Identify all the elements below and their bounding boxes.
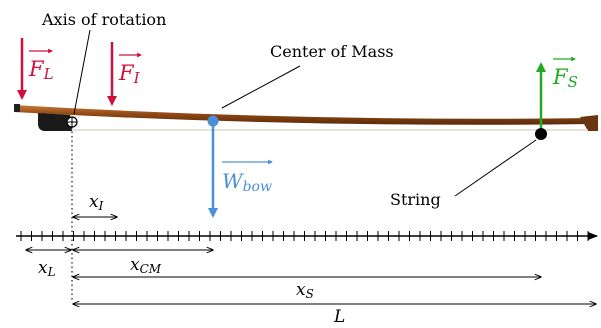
pivot-icon — [66, 116, 78, 128]
com-leader-line — [221, 65, 301, 109]
xs-main: x — [296, 280, 306, 300]
xs-sub: S — [306, 287, 314, 301]
dim-length-label: L — [333, 307, 345, 327]
svg-text:FI: FI — [118, 61, 141, 87]
xi-main: x — [89, 192, 99, 212]
axis-of-rotation-label: Axis of rotation — [41, 10, 166, 29]
xl-main: x — [38, 258, 48, 278]
xcm-main: x — [130, 255, 140, 275]
bow-button — [14, 104, 20, 112]
axis-leader-line — [73, 29, 91, 115]
fi-main: F — [118, 61, 135, 85]
wbow-sub: bow — [243, 179, 272, 195]
dim-xi-label: xI — [89, 192, 104, 213]
fl-sub: L — [43, 65, 54, 83]
force-fi-label: FI — [118, 52, 142, 87]
svg-text:FS: FS — [552, 65, 578, 91]
center-of-mass-point — [207, 115, 219, 127]
force-wbow-label: Wbow — [222, 159, 273, 195]
string-contact-point — [535, 128, 547, 140]
bow-frog — [38, 113, 72, 131]
force-fs-label: FS — [552, 56, 578, 91]
svg-text:Wbow: Wbow — [222, 169, 272, 195]
fi-sub: I — [133, 69, 141, 87]
dim-xcm-label: xCM — [130, 255, 162, 276]
bow — [14, 104, 598, 131]
fl-main: F — [28, 57, 45, 81]
bow-tip — [580, 115, 598, 131]
center-of-mass-label: Center of Mass — [270, 42, 394, 61]
wbow-main: W — [222, 169, 244, 193]
string-leader-line — [454, 139, 537, 197]
xcm-sub: CM — [140, 262, 162, 276]
bow-stick — [14, 105, 593, 125]
ruler-ticks — [20, 231, 589, 241]
dim-xl-label: xL — [38, 258, 56, 279]
xl-sub: L — [47, 265, 56, 279]
xi-sub: I — [98, 199, 104, 213]
svg-text:FL: FL — [28, 57, 54, 83]
dim-xs-label: xS — [296, 280, 314, 301]
force-fl-label: FL — [28, 48, 54, 83]
fs-main: F — [552, 65, 569, 89]
fs-sub: S — [568, 73, 578, 91]
string-label: String — [390, 190, 441, 209]
